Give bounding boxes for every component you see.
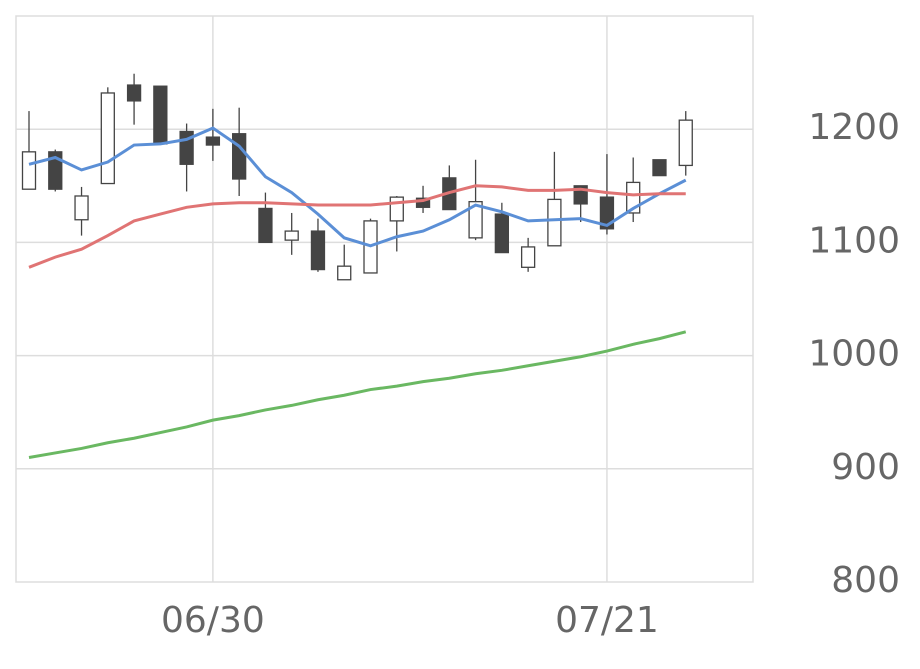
moving-average-line [28,330,687,459]
candle-body [389,196,404,222]
y-tick-label: 1000 [808,334,900,375]
moving-average-line [28,184,686,269]
x-tick-label: 06/30 [161,600,265,641]
candle-body [599,196,615,230]
candle-body [415,197,431,208]
candle-body [232,133,247,180]
candle-body [547,198,562,247]
candle-body [678,119,693,167]
candle-body [520,246,536,268]
plot-frame [15,15,754,583]
y-tick-label: 1200 [808,107,900,148]
candle-body [100,92,115,185]
y-tick-label: 800 [831,560,900,601]
candle-body [310,230,326,271]
y-tick-label: 900 [831,447,900,488]
candle-body [126,84,142,102]
candle-body [284,230,299,241]
candle-body [21,151,37,190]
candle-body [74,195,89,221]
candle-body [468,200,483,239]
candle-body [48,151,63,190]
candle-body [153,85,168,145]
candle-body [337,265,352,281]
x-tick-label: 07/21 [555,600,659,641]
candle-body [205,136,221,146]
candle-body [258,207,273,244]
candle-body [652,159,667,177]
moving-average-line [28,126,687,248]
candle-body [494,213,510,254]
y-tick-label: 1100 [808,220,900,261]
